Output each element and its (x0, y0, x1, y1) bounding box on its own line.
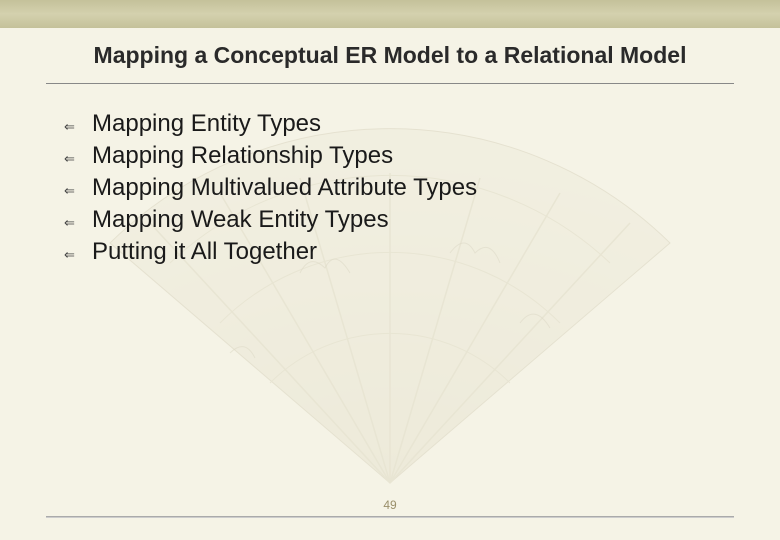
bullet-text: Mapping Relationship Types (92, 142, 393, 170)
bullet-list: ⇐ Mapping Entity Types ⇐ Mapping Relatio… (46, 110, 734, 266)
list-item: ⇐ Mapping Weak Entity Types (64, 206, 734, 234)
list-item: ⇐ Putting it All Together (64, 238, 734, 266)
title-underline (46, 83, 734, 84)
slide-title: Mapping a Conceptual ER Model to a Relat… (46, 42, 734, 83)
bullet-arrow-icon: ⇐ (64, 247, 92, 263)
decorative-top-band (0, 0, 780, 28)
slide-footer: 49 (46, 498, 734, 518)
bullet-arrow-icon: ⇐ (64, 183, 92, 199)
footer-rule (46, 516, 734, 518)
bullet-text: Mapping Weak Entity Types (92, 206, 389, 234)
bullet-text: Mapping Multivalued Attribute Types (92, 174, 477, 202)
bullet-arrow-icon: ⇐ (64, 215, 92, 231)
slide-content: Mapping a Conceptual ER Model to a Relat… (0, 28, 780, 266)
list-item: ⇐ Mapping Relationship Types (64, 142, 734, 170)
page-number: 49 (46, 498, 734, 512)
bullet-arrow-icon: ⇐ (64, 119, 92, 135)
bullet-text: Putting it All Together (92, 238, 317, 266)
bullet-text: Mapping Entity Types (92, 110, 321, 138)
list-item: ⇐ Mapping Multivalued Attribute Types (64, 174, 734, 202)
bullet-arrow-icon: ⇐ (64, 151, 92, 167)
list-item: ⇐ Mapping Entity Types (64, 110, 734, 138)
